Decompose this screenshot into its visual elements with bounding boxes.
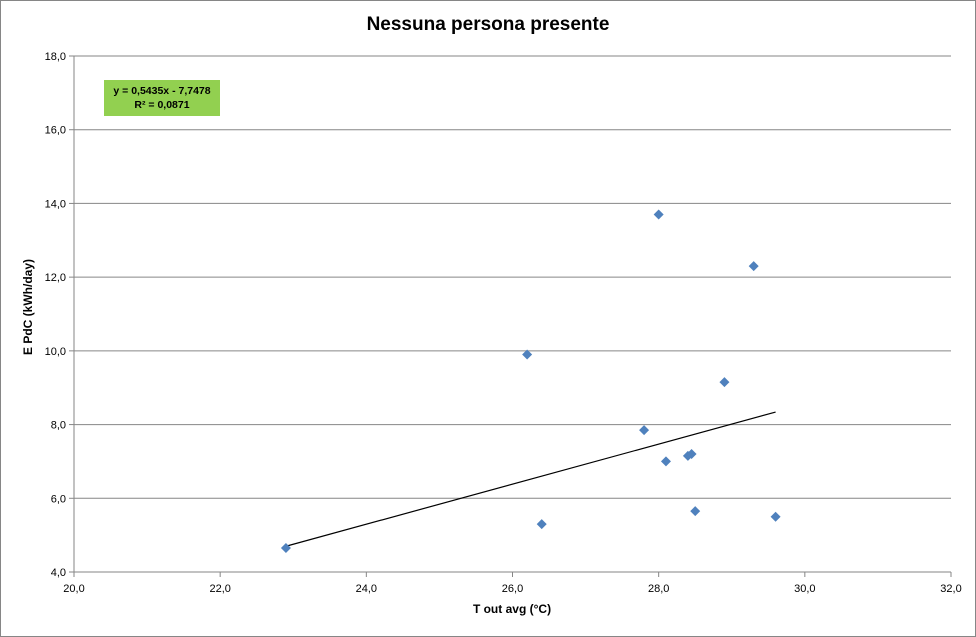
data-point-diamond bbox=[686, 449, 697, 460]
x-tick-label: 32,0 bbox=[940, 583, 961, 595]
x-tick-label: 28,0 bbox=[648, 583, 669, 595]
y-tick-label: 16,0 bbox=[45, 125, 66, 137]
x-tick-label: 22,0 bbox=[209, 583, 230, 595]
y-tick-label: 6,0 bbox=[51, 493, 66, 505]
data-point-diamond bbox=[748, 261, 759, 272]
y-tick-label: 14,0 bbox=[45, 198, 66, 210]
y-tick-label: 8,0 bbox=[51, 420, 66, 432]
r-squared-text: R² = 0,0871 bbox=[134, 99, 190, 111]
x-tick-label: 24,0 bbox=[356, 583, 377, 595]
y-tick-label: 4,0 bbox=[51, 567, 66, 579]
trendline-equation-box: y = 0,5435x - 7,7478 R² = 0,0871 bbox=[104, 80, 220, 116]
equation-text: y = 0,5435x - 7,7478 bbox=[113, 85, 211, 97]
data-point-diamond bbox=[719, 377, 730, 388]
x-tick-label: 30,0 bbox=[794, 583, 815, 595]
x-axis-label: T out avg (°C) bbox=[472, 602, 552, 616]
data-point-diamond bbox=[536, 519, 547, 530]
data-point-diamond bbox=[653, 209, 664, 220]
chart-title: Nessuna persona presente bbox=[366, 14, 610, 35]
trendline bbox=[285, 411, 776, 547]
data-point-diamond bbox=[639, 425, 650, 436]
data-point-diamond bbox=[770, 511, 781, 522]
x-tick-label: 26,0 bbox=[502, 583, 523, 595]
y-tick-label: 12,0 bbox=[45, 272, 66, 284]
y-tick-label: 18,0 bbox=[45, 51, 66, 63]
y-tick-label: 10,0 bbox=[45, 346, 66, 358]
data-point-diamond bbox=[660, 456, 671, 467]
data-point-diamond bbox=[690, 506, 701, 517]
data-point-diamond bbox=[280, 543, 291, 554]
data-point-diamond bbox=[522, 349, 533, 360]
x-tick-label: 20,0 bbox=[63, 583, 84, 595]
